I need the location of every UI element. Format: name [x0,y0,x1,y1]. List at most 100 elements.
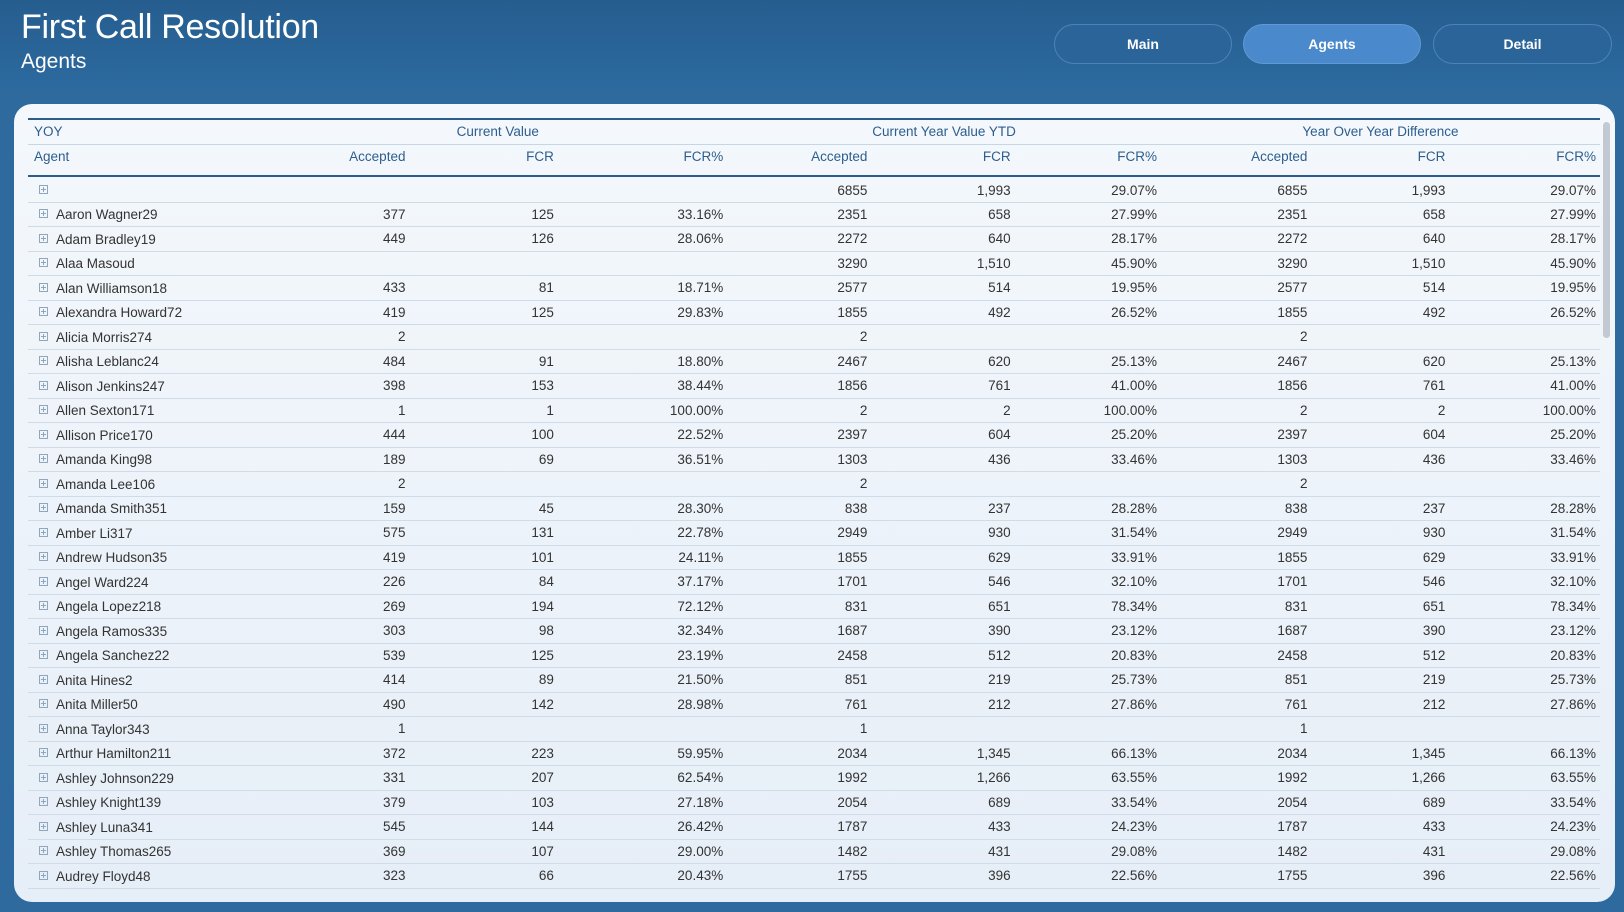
table-row[interactable]: Ashley Johnson229 331 207 62.54% 1992 1,266 63… [28,765,1600,791]
value-cell: 27.86% [1014,692,1161,717]
value-cell: 2458 [1160,643,1312,668]
table-row[interactable]: Alisha Leblanc24 484 91 18.80% 2467 620 25.13%… [28,349,1600,374]
column-header-accepted[interactable]: Accepted [268,144,410,177]
group-header-current-value[interactable]: Current Value [268,120,728,145]
expand-plus-icon[interactable] [39,233,48,243]
expand-plus-icon[interactable] [39,380,48,390]
expand-plus-icon[interactable] [39,723,48,733]
expand-plus-icon[interactable] [39,552,48,562]
table-row[interactable]: Anna Taylor343 1 1 1 [28,716,1600,742]
table-row[interactable]: Alaa Masoud 3290 1,510 45.90% 3290 1,510 45.90… [28,251,1600,276]
expand-plus-icon[interactable] [39,282,48,292]
expand-plus-icon[interactable] [39,797,48,807]
expand-plus-icon[interactable] [39,625,48,635]
expand-plus-icon[interactable] [39,307,48,317]
column-header-accepted[interactable]: Accepted [1160,144,1312,177]
expand-plus-icon[interactable] [39,331,48,341]
table-row[interactable]: Amanda Lee106 2 2 2 [28,471,1600,497]
value-cell: 761 [1160,692,1312,717]
table-row[interactable]: Alicia Morris274 2 2 2 [28,324,1600,350]
column-header-fcr-percent[interactable]: FCR% [557,144,728,177]
main-nav-button[interactable]: Main [1054,24,1232,64]
column-header-accepted[interactable]: Accepted [727,144,872,177]
table-row[interactable]: Amanda King98 189 69 36.51% 1303 436 33.46% 130… [28,447,1600,472]
value-cell: 223 [409,741,558,766]
expand-plus-icon[interactable] [39,870,48,880]
value-cell [1449,324,1600,350]
value-cell: 1482 [727,839,872,864]
expand-plus-icon[interactable] [39,209,48,219]
table-row[interactable]: Ashley Knight139 379 103 27.18% 2054 689 33.54… [28,790,1600,815]
value-cell: 45.90% [1014,251,1161,276]
expand-plus-icon[interactable] [39,405,48,415]
agents-nav-button[interactable]: Agents [1243,24,1421,64]
value-cell: 226 [268,569,410,595]
table-row[interactable]: Anita Miller50 490 142 28.98% 761 212 27.86% 76… [28,692,1600,717]
table-row[interactable]: Angela Sanchez22 539 125 23.19% 2458 512 20.83… [28,643,1600,668]
table-row[interactable]: Amber Li317 575 131 22.78% 2949 930 31.54% 2949… [28,520,1600,546]
expand-plus-icon[interactable] [39,576,48,586]
expand-plus-icon[interactable] [39,478,48,488]
table-row[interactable]: 6855 1,993 29.07% 6855 1,993 29.07% [28,176,1600,203]
expand-plus-icon[interactable] [39,674,48,684]
column-header-fcr[interactable]: FCR [871,144,1015,177]
expand-plus-icon[interactable] [39,748,48,758]
group-header-current-year-ytd[interactable]: Current Year Value YTD [727,120,1161,145]
table-row[interactable]: Amanda Smith351 159 45 28.30% 838 237 28.28% 83… [28,496,1600,521]
column-header-fcr[interactable]: FCR [409,144,558,177]
vertical-scrollbar[interactable] [1603,122,1610,338]
table-row[interactable]: Alison Jenkins247 398 153 38.44% 1856 761 41.0… [28,373,1600,399]
table-row[interactable]: Audrey Floyd48 323 66 20.43% 1755 396 22.56% 17… [28,863,1600,889]
value-cell: 1787 [1160,814,1312,840]
value-cell: 21.50% [557,667,728,693]
value-cell: 2949 [1160,520,1312,546]
table-row[interactable]: Allen Sexton171 1 1 100.00% 2 2 100.00% 2 2 100.0… [28,398,1600,423]
expand-plus-icon[interactable] [39,699,48,709]
table-row[interactable]: Aaron Wagner29 377 125 33.16% 2351 658 27.99% 2… [28,202,1600,227]
column-header-agent[interactable]: Agent [28,144,269,177]
expand-plus-icon[interactable] [39,650,48,660]
expand-plus-icon[interactable] [39,821,48,831]
value-cell [1311,471,1450,497]
value-cell: 433 [268,275,410,301]
agent-cell: Audrey Floyd48 [28,863,269,889]
table-row[interactable]: Angel Ward224 226 84 37.17% 1701 546 32.10% 170… [28,569,1600,595]
value-cell: 514 [871,275,1015,301]
table-row[interactable]: Anita Hines2 414 89 21.50% 851 219 25.73% 851 21… [28,667,1600,693]
column-header-fcr-percent[interactable]: FCR% [1014,144,1161,177]
expand-plus-icon[interactable] [39,429,48,439]
table-row[interactable]: Alan Williamson18 433 81 18.71% 2577 514 19.95… [28,275,1600,301]
table-row[interactable]: Ashley Thomas265 369 107 29.00% 1482 431 29.08… [28,839,1600,864]
group-header-yoy-difference[interactable]: Year Over Year Difference [1160,120,1600,145]
value-cell [409,324,558,350]
value-cell: 33.54% [1449,790,1600,815]
agent-cell: Arthur Hamilton211 [28,741,269,766]
detail-nav-button[interactable]: Detail [1433,24,1612,64]
table-row[interactable]: Adam Bradley19 449 126 28.06% 2272 640 28.17% 2… [28,226,1600,252]
table-row[interactable]: Angela Lopez218 269 194 72.12% 831 651 78.34% 8… [28,594,1600,619]
expand-plus-icon[interactable] [39,454,48,464]
expand-plus-icon[interactable] [39,356,48,366]
expand-plus-icon[interactable] [39,185,48,195]
table-row[interactable]: Allison Price170 444 100 22.52% 2397 604 25.20… [28,422,1600,448]
expand-plus-icon[interactable] [39,503,48,513]
value-cell [268,176,410,203]
value-cell: 3290 [727,251,872,276]
table-row[interactable]: Alexandra Howard72 419 125 29.83% 1855 492 26.… [28,300,1600,325]
table-row[interactable]: Arthur Hamilton211 372 223 59.95% 2034 1,345 6… [28,741,1600,766]
expand-plus-icon[interactable] [39,601,48,611]
column-header-fcr-percent[interactable]: FCR% [1449,144,1600,177]
table-row[interactable]: Andrew Hudson35 419 101 24.11% 1855 629 33.91%… [28,545,1600,570]
expand-plus-icon[interactable] [39,846,48,856]
table-row[interactable]: Ashley Luna341 545 144 26.42% 1787 433 24.23% 1… [28,814,1600,840]
expand-plus-icon[interactable] [39,772,48,782]
value-cell: 831 [1160,594,1312,619]
value-cell: 32.34% [557,618,728,644]
value-cell: 98 [409,618,558,644]
expand-plus-icon[interactable] [39,527,48,537]
column-header-fcr[interactable]: FCR [1311,144,1450,177]
value-cell: 838 [727,496,872,521]
agent-cell: Alisha Leblanc24 [28,349,269,374]
expand-plus-icon[interactable] [39,258,48,268]
table-row[interactable]: Angela Ramos335 303 98 32.34% 1687 390 23.12% 1… [28,618,1600,644]
